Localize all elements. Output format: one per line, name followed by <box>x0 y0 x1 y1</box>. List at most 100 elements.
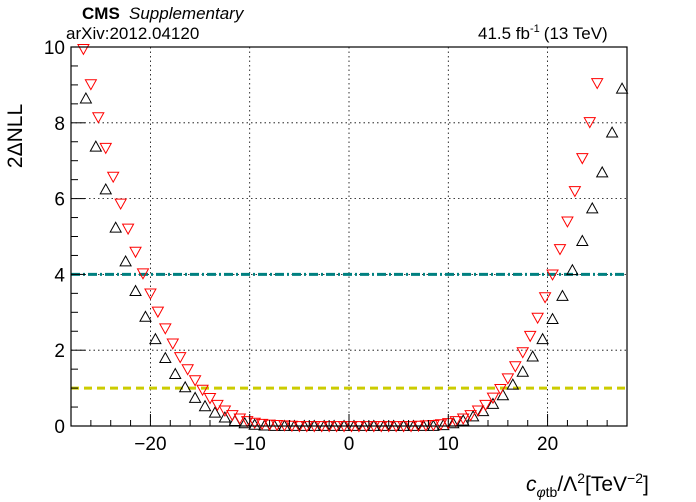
red-triangle-marker <box>501 373 515 385</box>
red-triangle-marker <box>546 269 559 281</box>
x-tick-label: 20 <box>537 434 558 455</box>
black-triangle-marker <box>585 201 599 214</box>
grid <box>71 47 627 426</box>
red-triangle-marker <box>114 198 127 211</box>
red-triangle-marker <box>248 417 262 430</box>
x-tick-label: 10 <box>438 434 459 455</box>
x-tick-label: 0 <box>344 434 355 455</box>
red-triangle-marker <box>456 413 470 425</box>
red-triangle-marker <box>508 361 522 373</box>
red-triangle-marker <box>99 142 113 155</box>
black-triangle-marker <box>208 406 222 418</box>
cms-label: CMS <box>82 4 120 23</box>
black-triangle-marker <box>526 350 540 362</box>
black-triangle-marker <box>79 92 93 104</box>
black-triangle-marker <box>486 397 500 409</box>
red-triangle-marker <box>151 306 165 319</box>
red-triangle-marker <box>203 393 217 405</box>
red-triangle-marker <box>188 375 202 387</box>
svg-text:cφtb/Λ2[TeV−2]: cφtb/Λ2[TeV−2] <box>526 470 649 500</box>
red-triangle-marker <box>449 416 463 428</box>
red-triangle-marker <box>255 418 269 431</box>
black-triangle-marker <box>466 409 480 422</box>
black-triangle-marker <box>595 165 609 178</box>
black-triangle-marker <box>198 399 212 412</box>
red-triangle-marker <box>494 383 507 396</box>
black-triangle-marker <box>566 263 579 276</box>
red-triangle-marker <box>553 244 567 256</box>
black-triangle-marker <box>516 365 530 377</box>
x-tick-label: −10 <box>234 434 266 455</box>
red-triangle-marker <box>158 323 172 335</box>
black-triangle-marker <box>536 332 549 345</box>
black-triangle-marker <box>506 378 520 390</box>
red-triangle-marker <box>561 216 574 228</box>
black-triangle-marker <box>575 234 589 246</box>
red-triangle-marker <box>144 288 157 300</box>
red-triangle-marker <box>211 399 224 412</box>
red-triangle-marker <box>464 410 477 422</box>
red-triangle-marker <box>575 153 589 165</box>
red-triangle-marker <box>196 384 209 397</box>
lumi-exponent: -1 <box>530 23 540 35</box>
black-triangle-marker <box>178 380 192 393</box>
black-triangle-marker <box>456 414 470 426</box>
y-tick-label: 10 <box>44 38 65 59</box>
supplementary-label: Supplementary <box>129 4 245 23</box>
black-triangle-marker <box>248 418 262 430</box>
red-triangle-marker <box>583 117 597 129</box>
red-triangle-marker <box>129 246 142 259</box>
red-triangle-marker <box>173 352 187 364</box>
arxiv-label: arXiv:2012.04120 <box>66 24 199 43</box>
lumi-label: 41.5 fb-1 (13 TeV) <box>478 23 608 43</box>
black-triangle-marker <box>188 391 202 403</box>
black-triangle-marker <box>446 416 460 429</box>
black-triangle-marker <box>556 289 569 301</box>
black-triangle-marker <box>89 140 103 152</box>
y-tick-label: 8 <box>54 114 65 135</box>
black-triangle-marker <box>129 284 142 296</box>
red-triangle-marker <box>568 186 582 198</box>
black-triangle-marker <box>218 411 232 423</box>
red-triangle-marker <box>523 330 537 343</box>
y-tick-label: 2 <box>54 341 65 362</box>
black-triangle-marker <box>546 312 559 325</box>
lumi-energy: (13 TeV) <box>544 24 608 43</box>
data-markers <box>77 43 629 433</box>
red-triangle-marker <box>531 312 544 325</box>
red-triangle-marker <box>516 347 530 359</box>
red-triangle-marker <box>486 392 500 405</box>
red-triangle-marker <box>106 171 120 184</box>
reference-lines <box>71 272 627 390</box>
y-tick-label: 6 <box>54 190 65 211</box>
black-triangle-marker <box>615 82 629 94</box>
red-triangle-marker <box>91 112 105 124</box>
black-triangle-marker <box>605 126 619 138</box>
y-tick-label: 0 <box>54 417 65 438</box>
red-triangle-marker <box>84 79 98 91</box>
red-triangle-marker <box>181 364 195 376</box>
black-triangle-marker <box>238 416 252 429</box>
red-triangle-marker <box>471 405 485 417</box>
black-triangle-marker <box>99 182 113 195</box>
black-triangle-marker <box>158 351 172 364</box>
y-axis-label: 2ΔNLL <box>4 104 27 168</box>
red-triangle-marker <box>434 419 448 431</box>
black-triangle-marker <box>119 254 132 267</box>
black-triangle-marker <box>109 221 123 233</box>
red-triangle-marker <box>77 43 90 56</box>
lumi-value: 41.5 fb <box>478 24 530 43</box>
x-axis-label: cφtb/Λ2[TeV−2] <box>526 470 649 500</box>
black-triangle-marker <box>149 332 162 345</box>
y-tick-label: 4 <box>54 265 65 286</box>
red-triangle-marker <box>166 338 180 350</box>
black-triangle-marker <box>168 367 182 379</box>
red-triangle-marker <box>590 78 604 90</box>
red-triangle-marker <box>538 292 552 304</box>
red-triangle-marker <box>121 223 135 236</box>
axis-ticks: −20 −10 0 10 20 0 2 4 6 8 10 <box>44 38 628 455</box>
red-triangle-marker <box>136 268 150 280</box>
red-triangle-marker <box>479 399 492 412</box>
x-tick-label: −20 <box>134 434 166 455</box>
